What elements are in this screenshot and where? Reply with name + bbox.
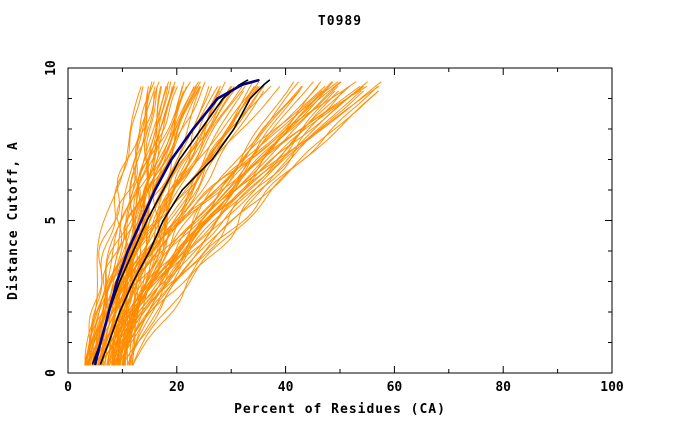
ensemble-curve [87,86,144,366]
x-axis-label: Percent of Residues (CA) [234,402,446,417]
x-tick-label: 60 [387,380,403,395]
ensemble-curve [132,90,344,366]
ensemble-curve [109,86,187,366]
ensemble-curve [86,86,142,366]
ensemble-curve [111,90,301,366]
ensemble-curve [84,81,357,366]
x-tick-label: 0 [64,380,72,395]
ensemble-curve [102,85,257,366]
ensemble-curve [88,85,272,366]
model-black-1 [99,79,271,365]
ensemble-curve [132,90,379,366]
ensemble-curve [112,85,380,366]
ensemble-curve [119,86,158,366]
ensemble-curve [107,81,176,366]
ensemble-curve [122,90,336,366]
ensemble-curve [121,85,350,366]
ensemble-curve [109,86,183,366]
ensemble-curve [91,85,361,366]
y-tick-label: 10 [44,60,59,76]
ensemble-curve [114,81,382,366]
model-blue [93,78,260,366]
ensemble-curve [105,86,197,366]
x-tick-label: 80 [495,380,511,395]
ensemble-curve [98,85,339,366]
ensemble-curve [115,90,244,366]
x-tick-label: 40 [278,380,294,395]
ensemble-curve [127,90,362,366]
chart-title: T0989 [317,14,363,29]
y-tick-label: 0 [44,369,59,377]
x-tick-label: 20 [169,380,185,395]
ensemble-curve [85,85,368,366]
ensemble-curve [131,85,319,366]
ensemble-curve [123,86,221,366]
ensemble-curve [98,90,379,366]
x-tick-label: 100 [600,380,624,395]
ensemble-curve [92,81,191,366]
ensemble-curve [99,86,246,366]
ensemble-curve [87,81,155,366]
y-tick-label: 5 [44,217,59,225]
